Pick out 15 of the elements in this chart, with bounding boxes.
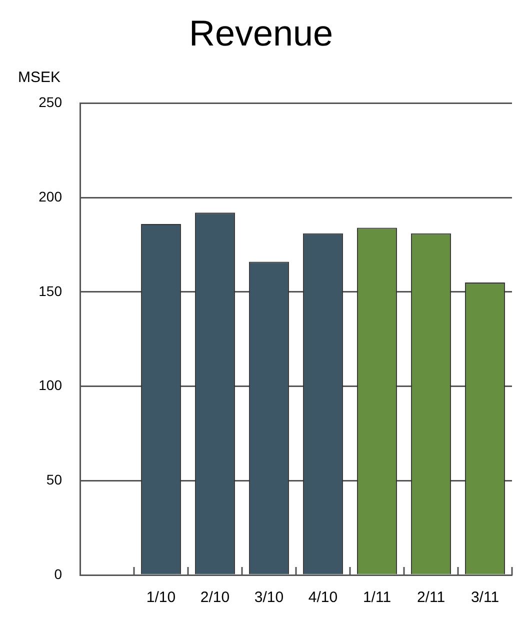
x-tick-label: 1/10: [146, 589, 176, 606]
chart-title: Revenue: [188, 12, 334, 54]
x-tick-label: 1/11: [362, 589, 392, 606]
y-axis-title: MSEK: [18, 68, 61, 86]
y-tick-label: 50: [46, 472, 62, 488]
y-tick-label: 0: [54, 566, 62, 582]
y-tick-label: 200: [38, 188, 62, 204]
x-tick-label: 3/11: [470, 589, 500, 606]
y-tick-label: 250: [38, 94, 62, 110]
x-tick-label: 3/10: [254, 589, 284, 606]
x-tick-label: 4/10: [308, 589, 338, 606]
y-tick-label: 100: [38, 377, 62, 394]
y-tick-label: 150: [38, 282, 62, 299]
x-tick-label: 2/11: [416, 589, 446, 606]
x-tick-label: 2/10: [200, 589, 230, 606]
